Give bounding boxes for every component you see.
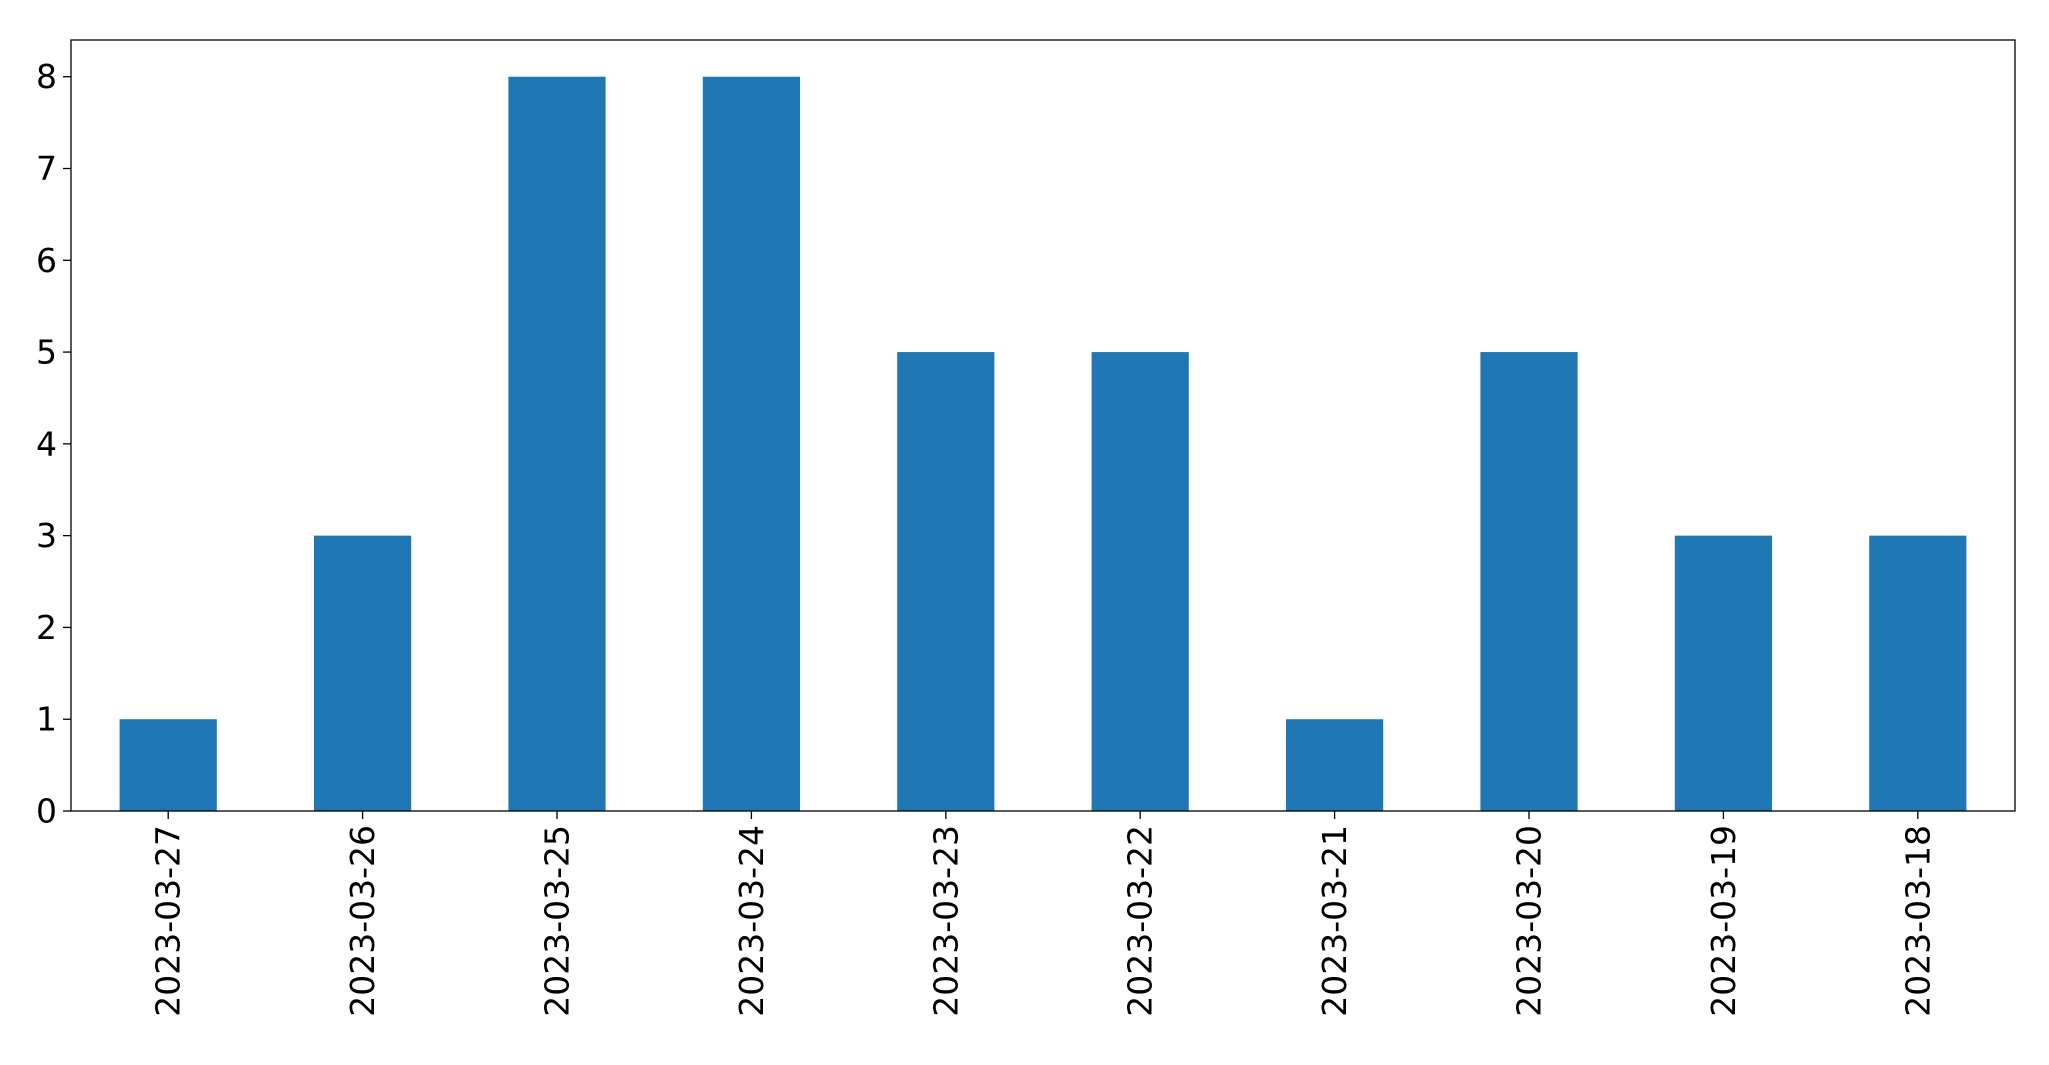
bar-2023-03-23	[897, 352, 995, 811]
x-tick-label: 2023-03-21	[1315, 825, 1354, 1017]
x-axis: 2023-03-27 2023-03-26 2023-03-25 2023-03-24…	[149, 811, 1937, 1017]
y-tick-label: 5	[36, 333, 57, 372]
bar-2023-03-26	[314, 535, 412, 811]
bar-2023-03-21	[1286, 719, 1384, 811]
plot-frame	[70, 39, 2016, 812]
bar-2023-03-24	[702, 76, 800, 811]
x-tick-label: 2023-03-25	[538, 825, 577, 1017]
bar-2023-03-20	[1480, 352, 1578, 811]
x-tick-label: 2023-03-23	[926, 825, 965, 1017]
bar-2023-03-19	[1674, 535, 1772, 811]
x-tick-label: 2023-03-27	[149, 825, 188, 1017]
x-tick-label: 2023-03-18	[1898, 825, 1937, 1017]
y-tick-label: 7	[36, 149, 57, 188]
bar-2023-03-27	[119, 719, 217, 811]
y-tick-label: 6	[36, 241, 57, 280]
bar-2023-03-18	[1869, 535, 1967, 811]
bars-layer	[119, 76, 1967, 811]
y-tick-label: 8	[36, 57, 57, 96]
bar-2023-03-22	[1091, 352, 1189, 811]
y-tick-label: 2	[36, 608, 57, 647]
bar-2023-03-25	[508, 76, 606, 811]
x-tick-label: 2023-03-24	[732, 825, 771, 1017]
y-tick-label: 4	[36, 424, 57, 463]
y-tick-label: 3	[36, 516, 57, 555]
y-tick-label: 1	[36, 700, 57, 739]
x-tick-label: 2023-03-22	[1121, 825, 1160, 1017]
y-tick-label: 0	[36, 792, 57, 831]
x-tick-label: 2023-03-19	[1704, 825, 1743, 1017]
x-tick-label: 2023-03-26	[343, 825, 382, 1017]
x-tick-label: 2023-03-20	[1510, 825, 1549, 1017]
y-axis: 0 1 2 3 4 5 6 7 8	[36, 57, 71, 831]
